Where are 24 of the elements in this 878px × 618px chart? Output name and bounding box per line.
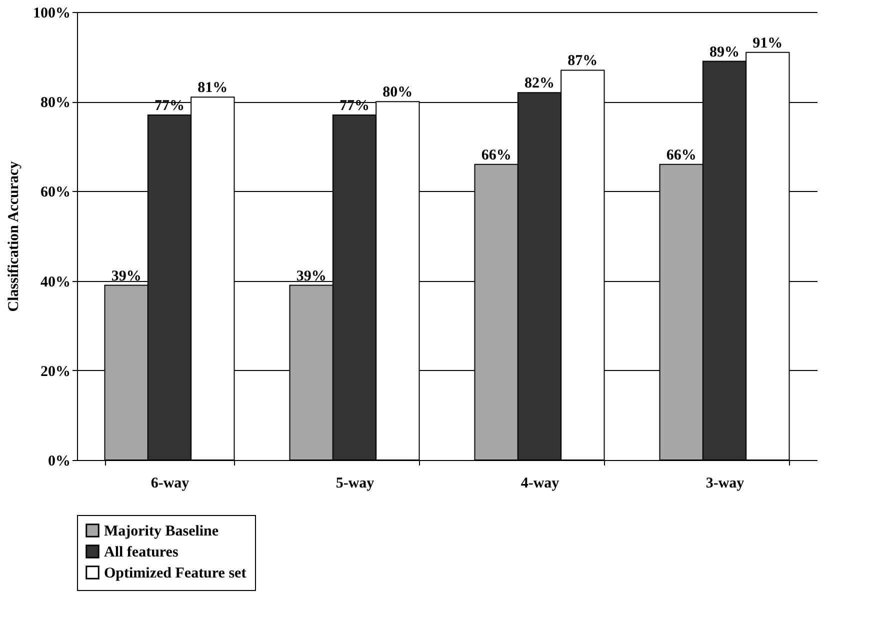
data-label: 81% — [198, 80, 228, 96]
legend-label: Majority Baseline — [104, 524, 219, 540]
data-label: 89% — [710, 44, 740, 60]
data-label: 66% — [481, 147, 512, 164]
data-label: 91% — [752, 35, 783, 52]
x-tick-label: 6-way — [150, 476, 190, 492]
y-axis-title: Classification Accuracy — [6, 160, 22, 312]
x-tick-label: 4-way — [520, 476, 560, 492]
data-label: 82% — [524, 76, 554, 92]
y-tick-label: 0% — [48, 454, 70, 470]
y-tick-label: 40% — [40, 274, 70, 290]
data-label: 39% — [111, 268, 142, 284]
x-tick-label: 5-way — [336, 476, 375, 492]
legend-label: Optimized Feature set — [104, 566, 246, 582]
y-tick-label: 20% — [40, 364, 70, 380]
y-tick-label: 80% — [40, 95, 70, 112]
data-label: 39% — [296, 268, 326, 284]
data-label: 87% — [568, 53, 598, 70]
data-label: 66% — [666, 147, 696, 164]
data-label: 80% — [382, 84, 413, 101]
y-tick-label: 60% — [40, 184, 70, 201]
y-tick-label: 100% — [33, 6, 70, 22]
legend-label: All features — [104, 544, 178, 560]
x-tick-label: 3-way — [706, 476, 745, 492]
